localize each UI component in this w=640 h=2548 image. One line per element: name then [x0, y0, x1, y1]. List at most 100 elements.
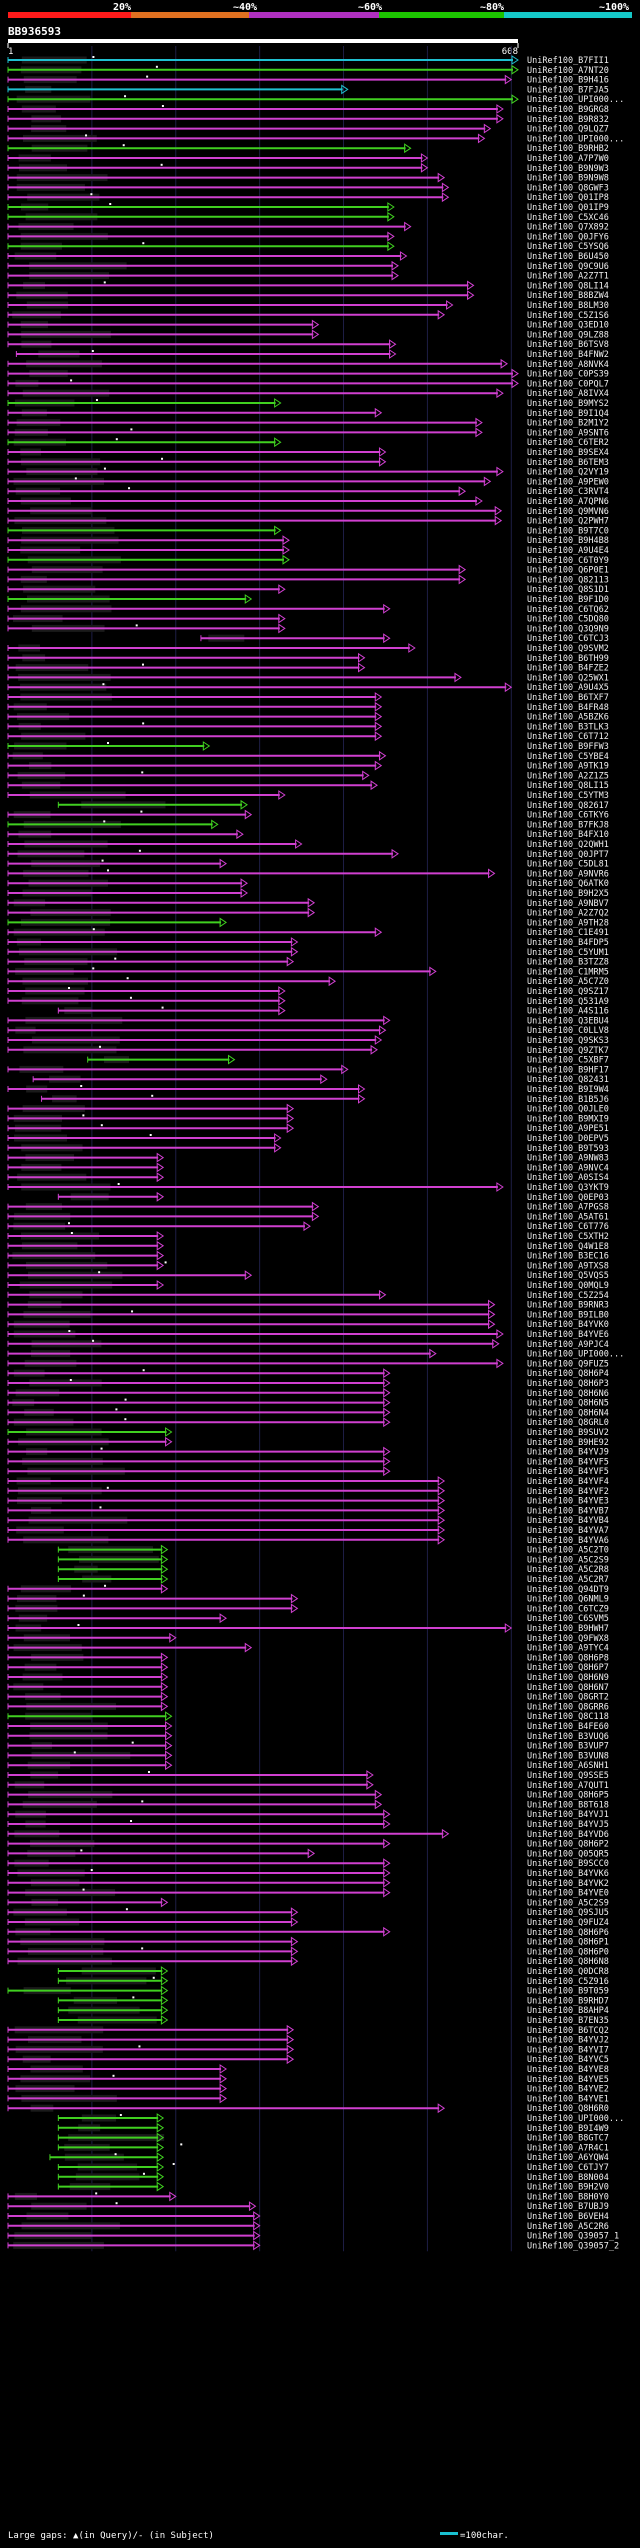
hit-label[interactable]: UniRef100_B8BZW4 — [527, 291, 609, 301]
hit-label[interactable]: UniRef100_A5C2S9 — [527, 1555, 609, 1565]
hit-row[interactable]: UniRef100_Q9SVM2 — [7, 643, 609, 654]
hit-row[interactable]: UniRef100_C6T712 — [7, 731, 609, 742]
hit-row[interactable]: UniRef100_Q6P0E1 — [7, 564, 609, 576]
hit-row[interactable]: UniRef100_A9U4X5 — [7, 682, 609, 693]
hit-label[interactable]: UniRef100_Q2VY19 — [527, 468, 609, 478]
hit-label[interactable]: UniRef100_A9NBV7 — [527, 899, 609, 909]
hit-label[interactable]: UniRef100_B4FX10 — [527, 830, 609, 840]
hit-row[interactable]: UniRef100_B4YVJ9 — [7, 1446, 609, 1458]
hit-row[interactable]: UniRef100_C5YTM3 — [7, 790, 609, 801]
hit-label[interactable]: UniRef100_C6T712 — [527, 732, 609, 742]
hit-label[interactable]: UniRef100_A9U4X5 — [527, 683, 609, 693]
hit-label[interactable]: UniRef100_B4YVA6 — [527, 1536, 609, 1546]
hit-row[interactable]: UniRef100_Q2PWH7 — [7, 515, 609, 527]
hit-row[interactable]: UniRef100_Q9SKS3 — [7, 1035, 609, 1046]
hit-label[interactable]: UniRef100_Q0JPT7 — [527, 850, 609, 860]
hit-label[interactable]: UniRef100_Q9SKS3 — [527, 1036, 609, 1046]
hit-row[interactable]: UniRef100_B9HF17 — [7, 1064, 609, 1075]
hit-row[interactable]: UniRef100_C5Z1S6 — [7, 309, 609, 321]
hit-row[interactable]: UniRef100_B9T7C0 — [7, 525, 609, 536]
hit-row[interactable]: UniRef100_B6TH99 — [7, 652, 609, 664]
hit-label[interactable]: UniRef100_Q8H6N9 — [527, 1673, 609, 1683]
hit-label[interactable]: UniRef100_B4YVB7 — [527, 1506, 609, 1516]
hit-label[interactable]: UniRef100_UPI000... — [527, 95, 624, 105]
hit-row[interactable]: UniRef100_C5Z254 — [7, 1289, 609, 1301]
hit-row[interactable]: UniRef100_C6TER2 — [7, 437, 609, 448]
hit-row[interactable]: UniRef100_B4YVE3 — [7, 1495, 609, 1507]
hit-row[interactable]: UniRef100_Q7X892 — [7, 221, 609, 233]
hit-label[interactable]: UniRef100_A7R4C1 — [527, 2143, 609, 2153]
hit-label[interactable]: UniRef100_Q82113 — [527, 575, 609, 585]
hit-label[interactable]: UniRef100_B4FNW2 — [527, 350, 609, 360]
hit-row[interactable]: UniRef100_B9T593 — [7, 1142, 609, 1154]
hit-row[interactable]: UniRef100_Q8H6N5 — [7, 1397, 609, 1409]
hit-row[interactable]: UniRef100_B9H2V0 — [57, 2181, 609, 2193]
hit-row[interactable]: UniRef100_B9I4W9 — [57, 2122, 609, 2134]
hit-row[interactable]: UniRef100_B6TSV8 — [7, 339, 609, 350]
hit-label[interactable]: UniRef100_A9SNT6 — [527, 428, 609, 438]
hit-label[interactable]: UniRef100_B9GRG8 — [527, 105, 609, 115]
hit-label[interactable]: UniRef100_Q9FUZ4 — [527, 1918, 609, 1928]
hit-label[interactable]: UniRef100_Q0DCR8 — [527, 1967, 609, 1977]
hit-label[interactable]: UniRef100_B8AHP4 — [527, 2006, 609, 2016]
hit-label[interactable]: UniRef100_B9MXI9 — [527, 1114, 609, 1124]
hit-label[interactable]: UniRef100_B4YVK0 — [527, 1320, 609, 1330]
hit-label[interactable]: UniRef100_C5YSQ6 — [527, 242, 609, 252]
hit-row[interactable]: UniRef100_C5Z916 — [57, 1975, 609, 1987]
hit-label[interactable]: UniRef100_A5C2S9 — [527, 1898, 609, 1908]
hit-label[interactable]: UniRef100_B2M1Y2 — [527, 419, 609, 429]
hit-row[interactable]: UniRef100_A7PGS8 — [7, 1201, 609, 1213]
hit-row[interactable]: UniRef100_B9N9W3 — [7, 162, 609, 174]
hit-label[interactable]: UniRef100_B6TH99 — [527, 654, 609, 664]
hit-row[interactable]: UniRef100_Q3Q9N9 — [7, 623, 609, 634]
hit-label[interactable]: UniRef100_Q39057_1 — [527, 2232, 619, 2242]
hit-row[interactable]: UniRef100_B9N9W8 — [7, 172, 609, 184]
hit-row[interactable]: UniRef100_Q8H6N6 — [7, 1387, 609, 1399]
hit-row[interactable]: UniRef100_B9I1Q4 — [7, 407, 609, 419]
hit-label[interactable]: UniRef100_B4YVF4 — [527, 1477, 609, 1487]
hit-row[interactable]: UniRef100_B4YVF5 — [7, 1456, 609, 1467]
hit-label[interactable]: UniRef100_C5XC46 — [527, 213, 609, 223]
hit-label[interactable]: UniRef100_B9N9W8 — [527, 174, 609, 184]
hit-label[interactable]: UniRef100_B9F1D0 — [527, 595, 609, 605]
hit-label[interactable]: UniRef100_B9ILB0 — [527, 1310, 609, 1320]
hit-row[interactable]: UniRef100_A5C2S9 — [7, 1897, 609, 1908]
hit-row[interactable]: UniRef100_C5XBF7 — [87, 1054, 609, 1066]
hit-row[interactable]: UniRef100_Q8H6N8 — [7, 1956, 609, 1967]
hit-row[interactable]: UniRef100_B4YVJ5 — [7, 1819, 609, 1830]
hit-label[interactable]: UniRef100_B9H2V0 — [527, 2183, 609, 2193]
hit-label[interactable]: UniRef100_C1MRM5 — [527, 967, 609, 977]
hit-row[interactable]: UniRef100_Q82113 — [7, 574, 609, 585]
hit-row[interactable]: UniRef100_B9MXI9 — [7, 1113, 609, 1124]
hit-label[interactable]: UniRef100_C6TCJ3 — [527, 634, 609, 644]
hit-label[interactable]: UniRef100_B4YVE1 — [527, 2094, 609, 2104]
hit-row[interactable]: UniRef100_Q8H6P0 — [7, 1946, 609, 1957]
hit-row[interactable]: UniRef100_C6TCJ3 — [200, 633, 609, 644]
hit-label[interactable]: UniRef100_A5C7Z0 — [527, 977, 609, 987]
hit-label[interactable]: UniRef100_Q8H6P7 — [527, 1663, 609, 1673]
hit-row[interactable]: UniRef100_B4YVK2 — [7, 1877, 609, 1889]
hit-row[interactable]: UniRef100_A0SIS4 — [7, 1172, 609, 1183]
hit-row[interactable]: UniRef100_B3VUN8 — [7, 1750, 609, 1761]
hit-row[interactable]: UniRef100_B9RNR3 — [7, 1299, 609, 1311]
hit-label[interactable]: UniRef100_A9U4E4 — [527, 546, 609, 556]
hit-label[interactable]: UniRef100_B4YVE6 — [527, 1330, 609, 1340]
hit-label[interactable]: UniRef100_A9TXS8 — [527, 1261, 609, 1271]
hit-row[interactable]: UniRef100_UPI000... — [7, 1348, 624, 1360]
hit-row[interactable]: UniRef100_A9SNT6 — [7, 427, 609, 438]
hit-label[interactable]: UniRef100_Q9LZ88 — [527, 330, 609, 340]
hit-label[interactable]: UniRef100_A9TK19 — [527, 762, 609, 772]
hit-label[interactable]: UniRef100_Q4W1E8 — [527, 1242, 609, 1252]
hit-row[interactable]: UniRef100_UPI000... — [57, 2113, 624, 2124]
hit-row[interactable]: UniRef100_B6TCQ2 — [7, 2024, 609, 2036]
hit-row[interactable]: UniRef100_A8NVK4 — [7, 358, 609, 370]
hit-row[interactable]: UniRef100_B9RHB2 — [7, 143, 609, 154]
hit-row[interactable]: UniRef100_B3VUQ6 — [7, 1730, 609, 1742]
hit-label[interactable]: UniRef100_A7NT20 — [527, 66, 609, 76]
hit-label[interactable]: UniRef100_Q0MQL9 — [527, 1281, 609, 1291]
hit-label[interactable]: UniRef100_B9H2X5 — [527, 889, 609, 899]
hit-row[interactable]: UniRef100_B9RHD7 — [57, 1995, 609, 2006]
hit-label[interactable]: UniRef100_Q8GWF3 — [527, 183, 609, 193]
hit-row[interactable]: UniRef100_C0PS39 — [7, 368, 609, 380]
hit-label[interactable]: UniRef100_C0PS39 — [527, 370, 609, 380]
